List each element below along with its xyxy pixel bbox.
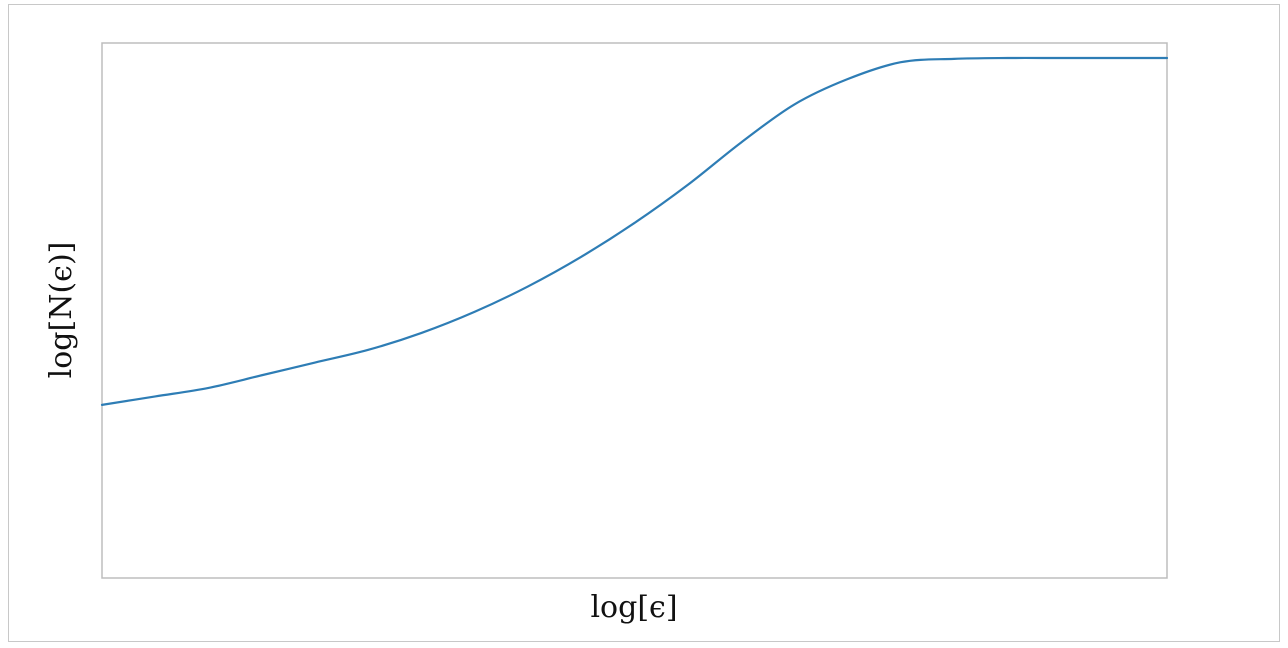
figure-frame: log[ϵ] log[N(ϵ)] (8, 4, 1280, 642)
series-layer (100, 56, 1169, 406)
series-line-0 (100, 56, 1169, 406)
chart-svg: log[ϵ] log[N(ϵ)] (44, 42, 1169, 625)
plot-area-border (101, 42, 1168, 579)
x-axis-label: log[ϵ] (590, 590, 677, 625)
y-axis-label: log[N(ϵ)] (44, 242, 79, 379)
